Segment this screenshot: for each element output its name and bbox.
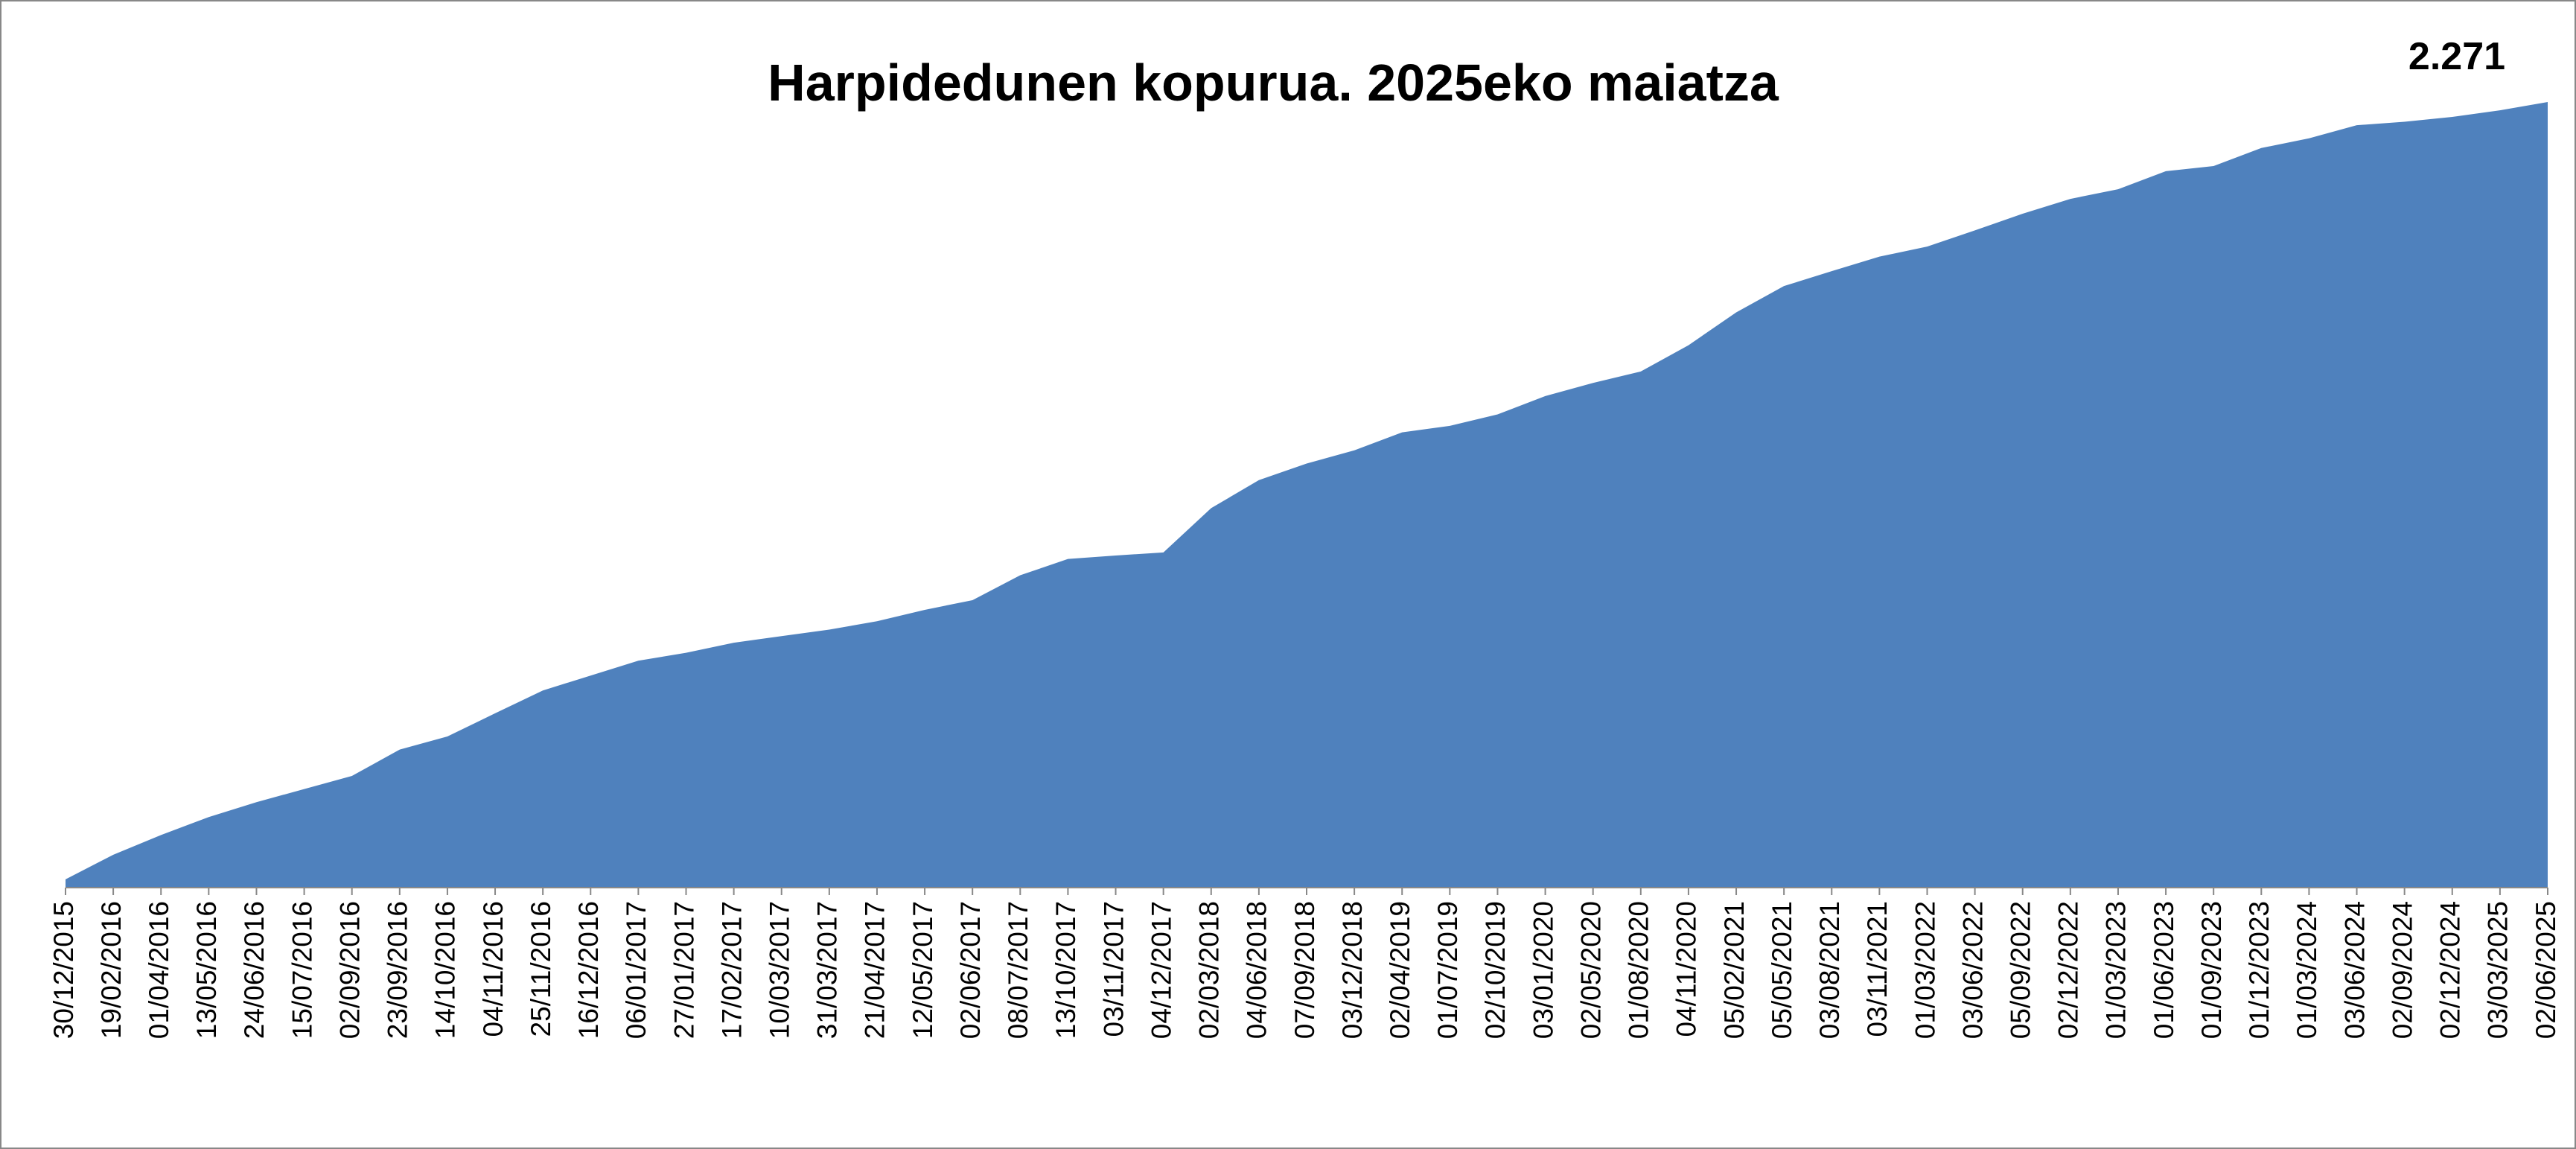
- x-tick-label: 01/07/2019: [1432, 901, 1463, 1039]
- x-tick-label: 03/01/2020: [1528, 901, 1558, 1039]
- x-tick-label: 31/03/2017: [812, 901, 843, 1039]
- x-tick-label: 01/03/2023: [2101, 901, 2132, 1039]
- x-tick-label: 02/12/2022: [2053, 901, 2084, 1039]
- x-tick-label: 19/02/2016: [96, 901, 127, 1039]
- x-tick-label: 24/06/2016: [239, 901, 270, 1039]
- x-tick-label: 03/06/2022: [1957, 901, 1988, 1039]
- x-tick-label: 02/12/2024: [2435, 901, 2466, 1039]
- x-tick-label: 05/05/2021: [1767, 901, 1797, 1039]
- x-tick-label: 01/03/2022: [1910, 901, 1940, 1039]
- x-tick-label: 25/11/2016: [526, 901, 556, 1037]
- x-tick-label: 27/01/2017: [669, 901, 699, 1039]
- x-tick-label: 13/05/2016: [191, 901, 222, 1039]
- value-label: 2.271: [2408, 35, 2505, 78]
- x-tick-label: 10/03/2017: [765, 901, 795, 1039]
- chart-title: Harpidedunen kopurua. 2025eko maiatza: [768, 54, 1779, 112]
- x-tick-label: 14/10/2016: [430, 901, 461, 1039]
- x-tick-label: 21/04/2017: [860, 901, 890, 1039]
- x-tick-label: 02/09/2016: [334, 901, 365, 1039]
- x-tick-label: 03/12/2018: [1337, 901, 1368, 1039]
- x-tick-label: 07/09/2018: [1289, 901, 1320, 1039]
- x-tick-label: 03/11/2017: [1098, 901, 1129, 1037]
- x-tick-label: 01/04/2016: [144, 901, 174, 1039]
- x-tick-label: 04/11/2016: [478, 901, 508, 1037]
- x-tick-label: 01/08/2020: [1624, 901, 1654, 1039]
- x-tick-label: 02/10/2019: [1480, 901, 1511, 1039]
- x-tick-label: 05/02/2021: [1719, 901, 1750, 1039]
- area: [66, 102, 2548, 888]
- x-tick-label: 03/11/2021: [1862, 901, 1893, 1037]
- x-tick-label: 02/06/2025: [2531, 901, 2561, 1039]
- x-tick-label: 03/08/2021: [1814, 901, 1845, 1039]
- x-tick-label: 02/09/2024: [2387, 901, 2417, 1039]
- x-tick-label: 04/11/2020: [1671, 901, 1702, 1037]
- x-tick-label: 13/10/2017: [1051, 901, 1081, 1039]
- x-tick-label: 08/07/2017: [1003, 901, 1033, 1039]
- x-tick-label: 01/12/2023: [2244, 901, 2274, 1039]
- x-tick-label: 23/09/2016: [383, 901, 413, 1039]
- x-tick-label: 03/03/2025: [2483, 901, 2513, 1039]
- x-tick-label: 01/06/2023: [2149, 901, 2179, 1039]
- x-tick-label: 02/03/2018: [1194, 901, 1225, 1039]
- x-tick-label: 06/01/2017: [621, 901, 651, 1039]
- x-tick-label: 02/05/2020: [1575, 901, 1606, 1039]
- x-tick-label: 02/04/2019: [1385, 901, 1415, 1039]
- x-tick-label: 03/06/2024: [2339, 901, 2370, 1039]
- x-tick-label: 17/02/2017: [716, 901, 747, 1039]
- x-tick-label: 15/07/2016: [287, 901, 317, 1039]
- x-tick-label: 04/12/2017: [1146, 901, 1176, 1039]
- x-tick-label: 01/09/2023: [2196, 901, 2227, 1039]
- x-tick-label: 01/03/2024: [2292, 901, 2322, 1039]
- x-tick-label: 16/12/2016: [573, 901, 604, 1039]
- x-tick-label: 05/09/2022: [2006, 901, 2036, 1039]
- x-tick-label: 04/06/2018: [1242, 901, 1272, 1039]
- x-tick-label: 12/05/2017: [908, 901, 938, 1039]
- x-tick-label: 30/12/2015: [48, 901, 79, 1039]
- x-tick-label: 02/06/2017: [955, 901, 986, 1039]
